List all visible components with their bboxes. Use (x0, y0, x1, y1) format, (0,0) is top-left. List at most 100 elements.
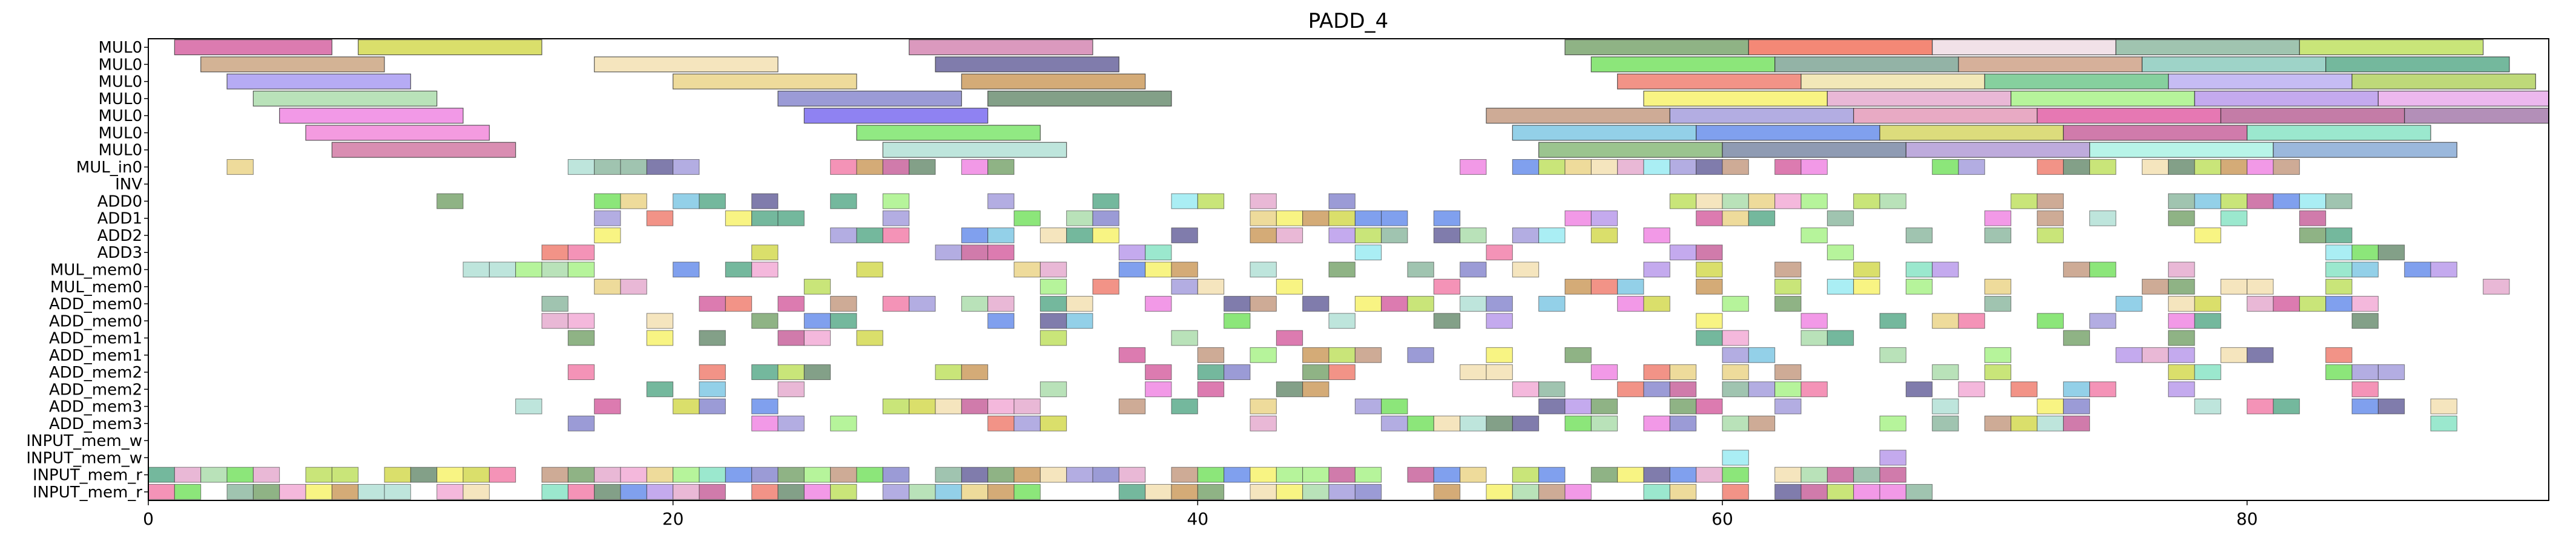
unit-task-cell (594, 398, 621, 415)
unit-task-cell (1039, 330, 1067, 346)
unit-task-cell (2377, 244, 2405, 261)
unit-task-cell (1748, 210, 1776, 226)
unit-task-cell (935, 483, 962, 500)
unit-task-cell (1512, 261, 1540, 278)
task-bar (2325, 56, 2510, 73)
unit-task-cell (2247, 193, 2274, 209)
unit-task-cell (1197, 483, 1225, 500)
unit-task-cell (1197, 381, 1225, 398)
unit-task-cell (1433, 228, 1461, 243)
unit-task-cell (1669, 159, 1697, 175)
unit-task-cell (646, 467, 674, 483)
unit-task-cell (567, 467, 595, 483)
unit-task-cell (620, 278, 647, 295)
unit-task-cell (1039, 261, 1067, 278)
unit-task-cell (2011, 415, 2038, 431)
unit-task-cell (1460, 228, 1487, 243)
unit-task-cell (463, 467, 490, 483)
unit-task-cell (2220, 210, 2248, 226)
unit-task-cell (2351, 244, 2379, 261)
unit-task-cell (1197, 347, 1225, 363)
unit-task-cell (1092, 278, 1119, 295)
unit-task-cell (1932, 398, 1959, 415)
unit-task-cell (1407, 467, 1434, 483)
unit-task-cell (1145, 483, 1172, 500)
unit-task-cell (909, 483, 936, 500)
unit-task-cell (1669, 415, 1697, 431)
unit-task-cell (2430, 398, 2457, 415)
unit-task-cell (1827, 210, 1854, 226)
unit-task-cell (856, 228, 883, 243)
y-tick-label: ADD_mem1 (49, 347, 142, 365)
unit-task-cell (226, 467, 254, 483)
unit-task-cell (1538, 381, 1566, 398)
unit-task-cell (646, 330, 674, 346)
unit-task-cell (1354, 347, 1382, 363)
y-axis-labels: MUL0MUL0MUL0MUL0MUL0MUL0MUL0MUL_in0INVAD… (26, 39, 148, 502)
unit-task-cell (725, 467, 753, 483)
unit-task-cell (803, 278, 831, 295)
unit-task-cell (1905, 483, 1933, 500)
unit-task-cell (1538, 159, 1566, 175)
task-bar (1486, 108, 1670, 124)
unit-task-cell (1250, 261, 1277, 278)
unit-task-cell (1564, 278, 1592, 295)
unit-task-cell (1066, 296, 1093, 312)
unit-task-cell (2194, 398, 2221, 415)
unit-task-cell (1013, 210, 1041, 226)
unit-task-cell (515, 398, 542, 415)
unit-task-cell (777, 210, 805, 226)
unit-task-cell (2063, 381, 2090, 398)
unit-task-cell (2273, 296, 2300, 312)
task-bar (2351, 73, 2536, 90)
unit-task-cell (1433, 278, 1461, 295)
y-tick-label: MUL_mem0 (50, 278, 142, 297)
unit-task-cell (699, 467, 726, 483)
unit-task-cell (252, 483, 280, 500)
unit-task-cell (1932, 415, 1959, 431)
unit-task-cell (594, 467, 621, 483)
unit-task-cell (1066, 467, 1093, 483)
unit-task-cell (1722, 193, 1749, 209)
unit-task-cell (1590, 364, 1618, 380)
unit-task-cell (1433, 210, 1461, 226)
unit-task-cell (1354, 244, 1382, 261)
task-bar (2089, 142, 2274, 158)
unit-task-cell (2063, 398, 2090, 415)
unit-task-cell (1118, 483, 1146, 500)
unit-task-cell (1932, 159, 1959, 175)
y-tick-label: ADD2 (97, 227, 142, 245)
unit-task-cell (2168, 381, 2195, 398)
unit-task-cell (2037, 228, 2064, 243)
unit-task-cell (1118, 467, 1146, 483)
unit-task-cell (1774, 483, 1802, 500)
x-tick-label: 80 (2236, 509, 2258, 529)
unit-task-cell (751, 261, 779, 278)
unit-task-cell (2325, 193, 2353, 209)
unit-task-cell (1800, 381, 1828, 398)
unit-task-cell (384, 483, 411, 500)
unit-task-cell (1696, 330, 1723, 346)
task-bar (961, 73, 1146, 90)
unit-task-cell (1145, 381, 1172, 398)
unit-task-cell (1250, 193, 1277, 209)
unit-task-cell (226, 159, 254, 175)
unit-task-cell (2168, 261, 2195, 278)
unit-task-cell (1643, 467, 1670, 483)
unit-task-cell (1197, 278, 1225, 295)
unit-task-cell (1696, 313, 1723, 329)
unit-task-cell (1879, 193, 1906, 209)
unit-task-cell (226, 483, 254, 500)
task-bar (909, 39, 1093, 56)
unit-task-cell (1958, 159, 1985, 175)
unit-task-cell (777, 415, 805, 431)
unit-task-cell (1118, 347, 1146, 363)
y-tick-label: MUL0 (99, 124, 143, 142)
task-bar (2299, 39, 2484, 56)
y-tick-label: MUL_in0 (76, 159, 142, 177)
unit-task-cell (1905, 261, 1933, 278)
unit-task-cell (1407, 296, 1434, 312)
unit-task-cell (200, 467, 228, 483)
unit-task-cell (987, 244, 1015, 261)
task-bar (1774, 56, 1959, 73)
